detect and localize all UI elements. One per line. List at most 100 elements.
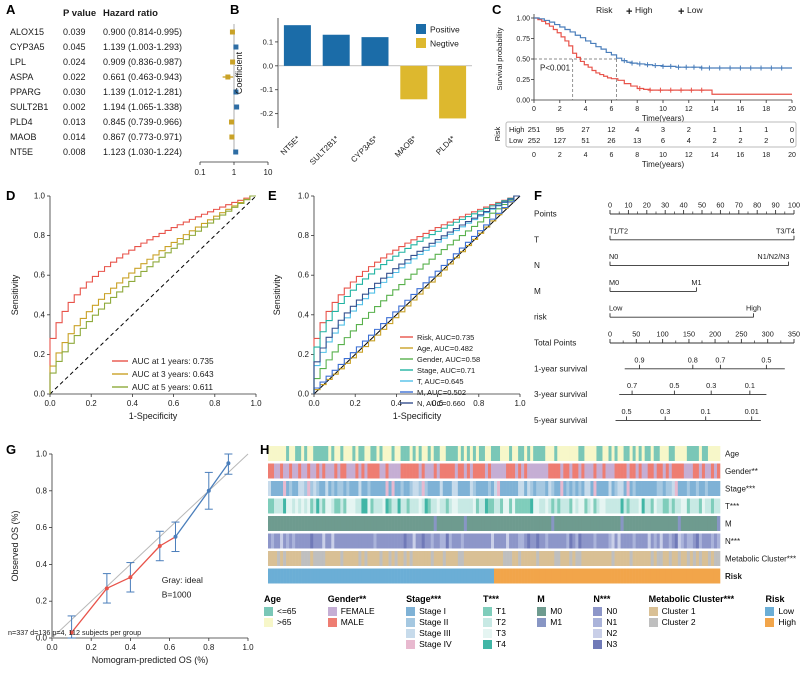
legend-item: >65 bbox=[264, 617, 296, 628]
svg-text:N1/N2/N3: N1/N2/N3 bbox=[757, 252, 789, 261]
legend-label: T4 bbox=[496, 639, 506, 649]
annotation-bars-svg: Age Gender** Stage*** T*** M N*** Metabolic Cl… bbox=[268, 446, 796, 584]
svg-text:1.139 (1.003-1.293): 1.139 (1.003-1.293) bbox=[103, 42, 182, 52]
svg-text:0.3: 0.3 bbox=[706, 381, 716, 390]
svg-text:0.0: 0.0 bbox=[308, 399, 320, 408]
legend-group-age: Age <=65 >65 bbox=[264, 594, 296, 628]
legend-title-risk: Risk bbox=[765, 594, 785, 604]
panel-f-label: F bbox=[534, 188, 542, 203]
svg-text:Stage***: Stage*** bbox=[725, 485, 755, 494]
svg-text:1-Specificity: 1-Specificity bbox=[129, 411, 178, 421]
svg-text:0.0: 0.0 bbox=[298, 390, 310, 399]
svg-text:12: 12 bbox=[685, 152, 693, 159]
svg-text:20: 20 bbox=[788, 152, 796, 159]
svg-text:0.5: 0.5 bbox=[621, 407, 631, 416]
legend-swatch bbox=[406, 640, 416, 649]
svg-text:40: 40 bbox=[680, 201, 688, 210]
svg-text:0.4: 0.4 bbox=[298, 310, 310, 319]
legend-label: M1 bbox=[550, 617, 563, 627]
legend-item: <=65 bbox=[264, 606, 296, 617]
svg-text:50: 50 bbox=[632, 330, 640, 339]
svg-text:-0.2: -0.2 bbox=[260, 109, 273, 118]
svg-text:0.008: 0.008 bbox=[63, 147, 86, 157]
svg-text:Risk, AUC=0.735: Risk, AUC=0.735 bbox=[417, 333, 474, 342]
svg-text:PLD4*: PLD4* bbox=[434, 134, 457, 157]
svg-text:Age, AUC=0.482: Age, AUC=0.482 bbox=[417, 344, 473, 353]
svg-text:0.0: 0.0 bbox=[44, 399, 56, 408]
legend-swatch bbox=[593, 640, 603, 649]
svg-text:0.8: 0.8 bbox=[36, 486, 48, 495]
svg-text:200: 200 bbox=[709, 330, 721, 339]
svg-text:100: 100 bbox=[657, 330, 669, 339]
svg-text:B=1000: B=1000 bbox=[162, 590, 192, 600]
legend-label: Cluster 1 bbox=[661, 606, 696, 616]
svg-text:N: N bbox=[534, 261, 540, 270]
svg-text:0.00: 0.00 bbox=[516, 98, 530, 105]
svg-text:0.50: 0.50 bbox=[516, 57, 530, 64]
svg-text:0.845 (0.739-0.966): 0.845 (0.739-0.966) bbox=[103, 117, 182, 127]
svg-text:0.01: 0.01 bbox=[745, 407, 759, 416]
legend-swatch bbox=[483, 618, 492, 627]
svg-text:0.8: 0.8 bbox=[473, 399, 485, 408]
svg-text:P<0.001: P<0.001 bbox=[540, 63, 571, 72]
svg-text:Observed OS (%): Observed OS (%) bbox=[10, 510, 20, 581]
legend-swatch bbox=[593, 629, 603, 638]
svg-text:0.1: 0.1 bbox=[745, 381, 755, 390]
svg-text:51: 51 bbox=[581, 136, 589, 145]
svg-text:0.8: 0.8 bbox=[688, 355, 698, 364]
svg-text:0.8: 0.8 bbox=[209, 399, 221, 408]
legend-item: Cluster 2 bbox=[648, 617, 735, 628]
legend-swatch bbox=[537, 607, 547, 616]
legend-item: T2 bbox=[483, 617, 506, 628]
svg-text:8: 8 bbox=[635, 152, 639, 159]
legend-item: M1 bbox=[537, 617, 562, 628]
nomogram-svg: Points 0 10 20 30 40 50 60 70 80 90 100 T T1/T2 T3/T4 N… bbox=[534, 201, 800, 425]
svg-text:+: + bbox=[678, 6, 684, 18]
svg-text:T1/T2: T1/T2 bbox=[609, 226, 628, 235]
svg-text:Gray: ideal: Gray: ideal bbox=[162, 575, 203, 585]
svg-text:16: 16 bbox=[737, 106, 745, 113]
svg-text:NT5E*: NT5E* bbox=[279, 134, 302, 157]
svg-text:10: 10 bbox=[659, 152, 667, 159]
svg-text:90: 90 bbox=[772, 201, 780, 210]
svg-text:1.123 (1.030-1.224): 1.123 (1.030-1.224) bbox=[103, 147, 182, 157]
svg-text:0.9: 0.9 bbox=[634, 355, 644, 364]
legend-group-n: N*** N0 N1 N2 N3 bbox=[593, 594, 617, 650]
svg-text:250: 250 bbox=[735, 330, 747, 339]
panel-h-annotation-heatmap: H Age Gender** Stage*** T*** M N*** Metabolic … bbox=[260, 442, 800, 692]
panel-b-coefficient-bars: B 0.1 0.0 -0.1 -0.2 Coefficient NT5E* SULT2B1*… bbox=[230, 2, 490, 186]
svg-text:80: 80 bbox=[753, 201, 761, 210]
svg-text:0.0: 0.0 bbox=[34, 390, 46, 399]
svg-text:27: 27 bbox=[581, 125, 589, 134]
svg-text:M: M bbox=[725, 520, 732, 529]
svg-text:1.00: 1.00 bbox=[516, 16, 530, 23]
svg-text:0.0: 0.0 bbox=[46, 643, 58, 652]
svg-text:0.661 (0.463-0.943): 0.661 (0.463-0.943) bbox=[103, 72, 182, 82]
svg-text:0.2: 0.2 bbox=[36, 597, 48, 606]
svg-text:0.1: 0.1 bbox=[263, 37, 273, 46]
legend-label: N3 bbox=[606, 639, 618, 649]
heatmap-legend: Age <=65 >65 Gender** FEMALE MALE Stage*** Stag… bbox=[264, 594, 796, 650]
svg-text:0.7: 0.7 bbox=[715, 355, 725, 364]
panel-g-label: G bbox=[6, 442, 17, 457]
svg-text:18: 18 bbox=[762, 152, 770, 159]
legend-swatch bbox=[765, 618, 775, 627]
svg-text:16: 16 bbox=[737, 152, 745, 159]
svg-text:0.039: 0.039 bbox=[63, 27, 86, 37]
svg-text:0.002: 0.002 bbox=[63, 102, 86, 112]
legend-swatch bbox=[537, 618, 547, 627]
legend-label: Stage III bbox=[419, 628, 451, 638]
svg-text:0.6: 0.6 bbox=[432, 399, 444, 408]
svg-text:18: 18 bbox=[762, 106, 770, 113]
svg-text:0.024: 0.024 bbox=[63, 57, 86, 67]
svg-text:Coefficient: Coefficient bbox=[234, 51, 244, 94]
legend-swatch bbox=[483, 640, 492, 649]
svg-text:1.139 (1.012-1.281): 1.139 (1.012-1.281) bbox=[103, 87, 182, 97]
svg-text:P value: P value bbox=[63, 8, 96, 19]
svg-text:3-year survival: 3-year survival bbox=[534, 390, 587, 399]
svg-text:Age: Age bbox=[725, 450, 740, 459]
svg-text:T***: T*** bbox=[725, 502, 739, 511]
svg-text:0.2: 0.2 bbox=[86, 399, 98, 408]
svg-text:100: 100 bbox=[788, 201, 800, 210]
svg-text:M: M bbox=[534, 287, 541, 296]
